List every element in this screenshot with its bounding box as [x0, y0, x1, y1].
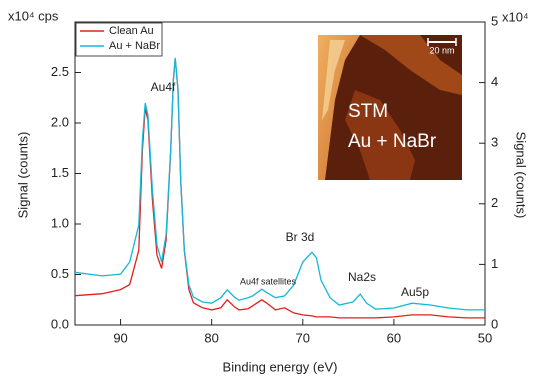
legend-label: Au + NaBr: [109, 40, 160, 52]
annotation: Au4f: [151, 80, 176, 94]
y2-tick-label: 2: [491, 195, 498, 210]
y-tick-label: 2.0: [51, 114, 69, 129]
y2-tick-label: 4: [491, 74, 498, 89]
y-tick-label: 1.5: [51, 165, 69, 180]
x-tick-label: 80: [204, 330, 218, 345]
y-tick-label: 1.0: [51, 215, 69, 230]
scale-bar-label: 20 nm: [429, 45, 454, 55]
x-tick-label: 90: [113, 330, 127, 345]
x-tick-label: 60: [387, 330, 401, 345]
y2-tick-label: 3: [491, 135, 498, 150]
y2-unit: x10⁴: [502, 9, 529, 24]
annotation: Au4f satellites: [240, 276, 297, 286]
annotation: Na2s: [348, 270, 376, 284]
y2-tick-label: 0: [491, 316, 498, 331]
y2-axis-label: Signal (counts): [514, 132, 529, 219]
x-tick-label: 70: [296, 330, 310, 345]
annotation: Br 3d: [286, 230, 315, 244]
inset-label: Au + NaBr: [348, 131, 437, 152]
y2-tick-label: 5: [491, 13, 498, 28]
y-unit: x10⁴ cps: [8, 8, 59, 23]
y-axis-label: Signal (counts): [15, 132, 30, 219]
legend-label: Clean Au: [109, 25, 154, 37]
x-axis-label: Binding energy (eV): [223, 359, 338, 374]
x-tick-label: 50: [478, 330, 492, 345]
stm-inset: 20 nm STM Au + NaBr: [318, 35, 462, 180]
y-tick-label: 0.5: [51, 266, 69, 281]
chart: 20 nm STM Au + NaBr Binding energy (eV) …: [0, 0, 533, 379]
y-tick-label: 0.0: [51, 316, 69, 331]
y-tick-label: 2.5: [51, 64, 69, 79]
inset-label: STM: [348, 101, 388, 122]
y2-tick-label: 1: [491, 256, 498, 271]
annotation: Au5p: [401, 285, 429, 299]
